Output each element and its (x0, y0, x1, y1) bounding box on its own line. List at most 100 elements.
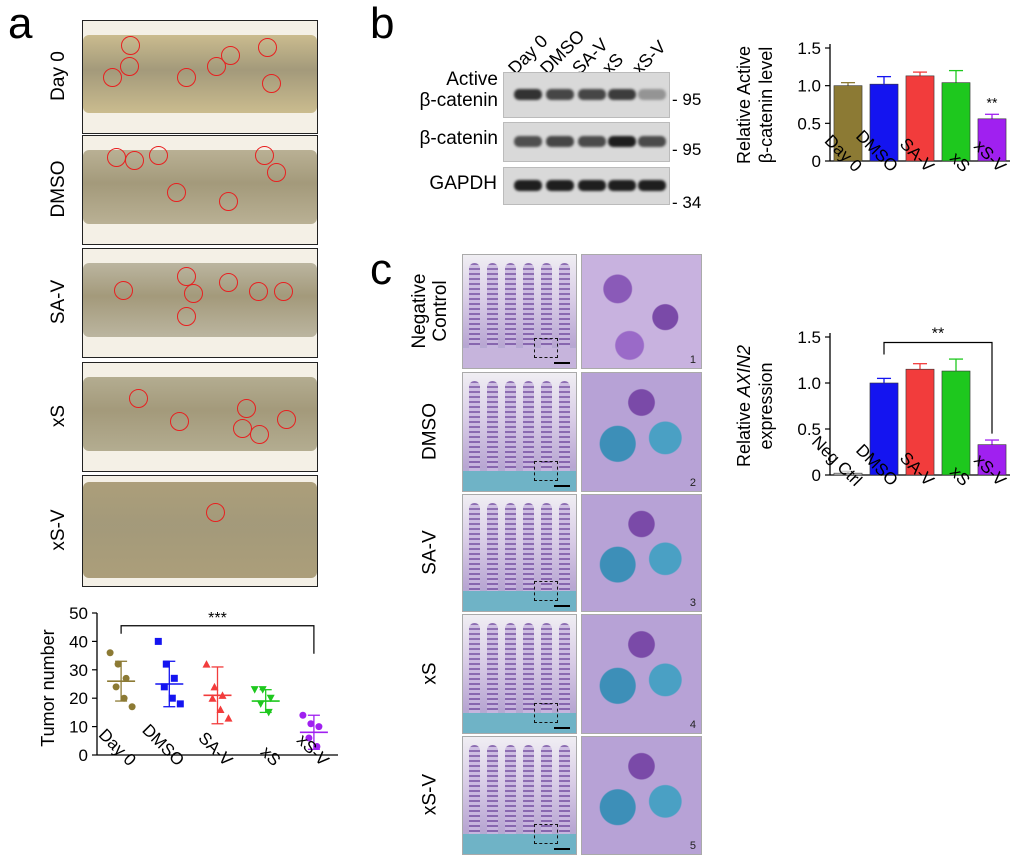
x-tick-label: SA-V (195, 728, 237, 770)
data-point (305, 734, 313, 742)
blot-label-line: β-catenin (419, 128, 498, 149)
bar (941, 82, 971, 162)
data-point (176, 700, 184, 708)
tumor-circle (129, 389, 148, 408)
tumor-circle (237, 399, 256, 418)
tumor-circle (149, 146, 168, 165)
villus (487, 745, 498, 840)
tumor-circle (221, 46, 240, 65)
tumor-circle (121, 36, 140, 55)
tumor-circle (177, 307, 196, 326)
data-point (258, 686, 267, 694)
blot-band (514, 180, 542, 191)
histology-label-line: DMSO (419, 402, 441, 460)
data-point (313, 742, 321, 750)
y-tick-label: 40 (69, 632, 88, 651)
y-tick-label: 50 (69, 604, 88, 623)
crypt-layer (463, 471, 576, 491)
bar (869, 83, 899, 162)
zoom-box (534, 824, 558, 844)
y-tick-label: 1.5 (797, 39, 821, 58)
zoom-box (534, 461, 558, 481)
data-point (162, 660, 170, 668)
y-tick-label: 0.5 (797, 114, 821, 133)
x-tick-label: DMSO (138, 720, 187, 769)
y-tick-label: 1.0 (797, 77, 821, 96)
y-axis-label-line-1: Relative AXIN2 (734, 345, 754, 467)
villus (505, 263, 516, 354)
tumor-circle (103, 68, 122, 87)
villus (469, 745, 480, 840)
villus (523, 503, 534, 597)
blot-band (608, 180, 636, 191)
bar (833, 472, 863, 476)
bar (869, 382, 899, 476)
blot-band (638, 136, 666, 147)
villus (505, 623, 516, 719)
y-tick-label: 0 (812, 152, 821, 171)
blot-band (608, 89, 636, 100)
scale-bar (554, 848, 570, 850)
villus (523, 745, 534, 840)
villus (541, 503, 552, 597)
scale-bar (554, 727, 570, 729)
bar (833, 85, 863, 162)
histology-zoom: 2 (581, 372, 702, 492)
villus (559, 745, 570, 840)
x-tick-label: xS-V (293, 730, 333, 770)
blot-row-label: β-catenin (393, 128, 498, 149)
bar (977, 444, 1007, 476)
tumor-circle (219, 192, 238, 211)
blot-band (608, 136, 636, 147)
data-point (114, 660, 122, 668)
crypt-layer (463, 834, 576, 854)
data-point (160, 683, 168, 691)
y-axis-label: Tumor number (38, 629, 58, 746)
panel-letter-b: b (370, 0, 395, 48)
intestine-image-5 (82, 475, 318, 587)
histology-zoom: 5 (581, 736, 702, 855)
tumor-circle (255, 146, 274, 165)
histology-overview (462, 254, 577, 369)
y-tick-label: 0 (79, 746, 88, 765)
y-tick-label: 10 (69, 718, 88, 737)
villus (559, 263, 570, 354)
tumor-circle (207, 57, 226, 76)
crypt-layer (463, 591, 576, 611)
significance-bracket (120, 625, 315, 654)
tumor-circle (177, 68, 196, 87)
histology-label-line: Control (430, 279, 451, 342)
blot-band (578, 180, 606, 191)
villus (541, 623, 552, 719)
zoom-number: 3 (689, 597, 696, 609)
bar (905, 75, 935, 162)
villus (505, 745, 516, 840)
data-point (299, 711, 307, 719)
bar (941, 370, 971, 476)
row-label-day-0: Day 0 (48, 51, 69, 101)
y-tick-label: 20 (69, 689, 88, 708)
molecular-weight-label: - 95 (672, 90, 702, 109)
data-point (210, 682, 219, 691)
data-point (266, 694, 275, 703)
histology-overview (462, 494, 577, 612)
villus (487, 623, 498, 719)
tumor-circle (167, 183, 186, 202)
tumor-circle (262, 74, 281, 93)
villus (505, 503, 516, 597)
villus (505, 381, 516, 477)
molecular-weight-label: - 95 (672, 140, 702, 159)
villus (487, 381, 498, 477)
row-label-xs-v: xS-V (48, 509, 69, 551)
histology-row-label: xS (420, 633, 441, 713)
blot-band (578, 136, 606, 147)
blot-label-line: β-catenin (419, 90, 498, 111)
data-point (128, 703, 136, 711)
y-tick-label: 1.5 (797, 328, 821, 347)
y-axis-label-line-1: Relative Active (734, 46, 754, 164)
histology-zoom: 1 (581, 254, 702, 369)
blot-label-line: GAPDH (429, 173, 497, 194)
histology-label-line: xS (419, 661, 441, 685)
histology-zoom: 3 (581, 494, 702, 612)
